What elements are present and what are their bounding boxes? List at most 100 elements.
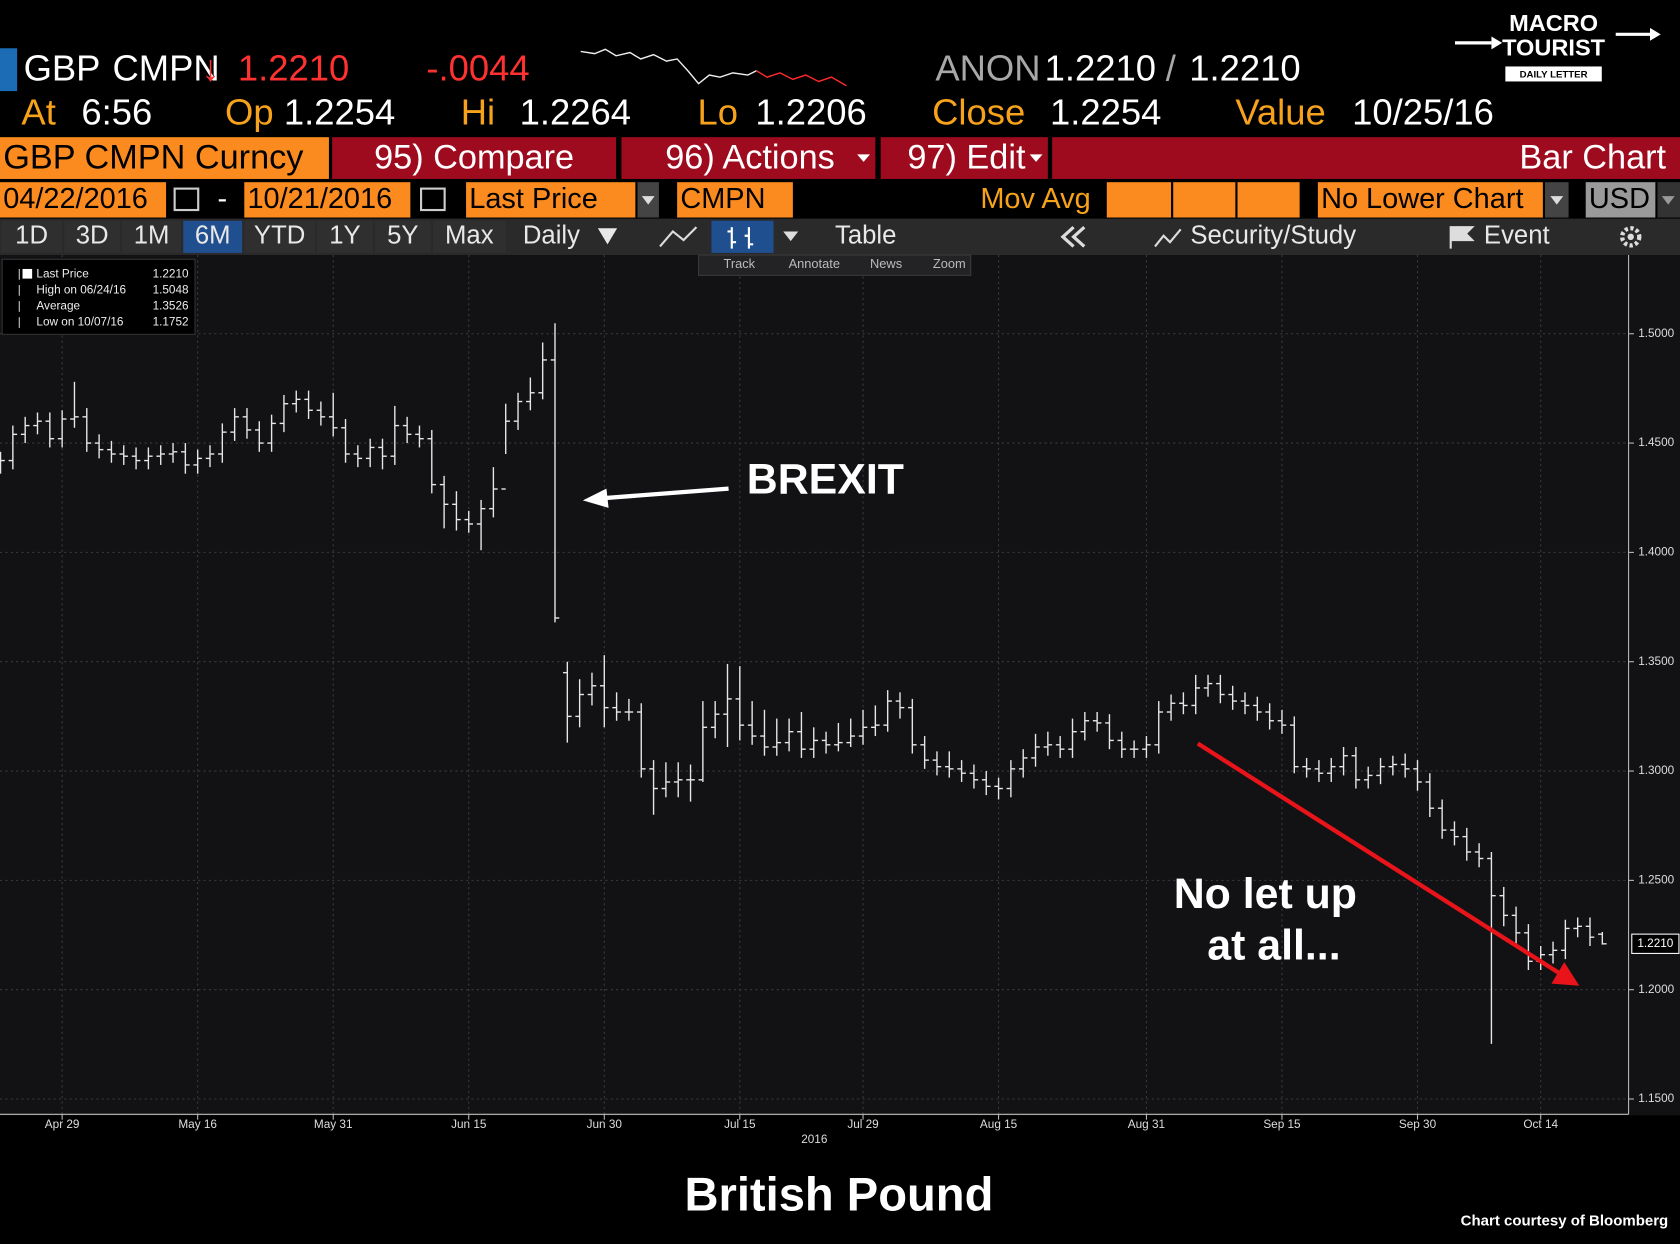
annotation-arrowhead — [582, 488, 609, 508]
study-param[interactable] — [1237, 182, 1300, 218]
settings-icon[interactable] — [1620, 226, 1642, 248]
legend-label: Last Price — [36, 267, 89, 280]
high-label: Hi — [461, 91, 495, 132]
direction: ↓ — [201, 47, 219, 88]
settings-icon-center — [1627, 233, 1634, 241]
toolbar-button[interactable] — [880, 137, 1048, 179]
chart-tool[interactable]: Track — [723, 256, 755, 271]
field-select[interactable] — [466, 182, 636, 218]
study-param[interactable] — [1173, 182, 1236, 218]
security: GBP CMPN Curncy — [3, 139, 304, 177]
security-field[interactable] — [0, 137, 329, 179]
calendar-icon[interactable] — [420, 187, 446, 212]
end-date-field[interactable] — [244, 182, 411, 218]
end-date: 10/21/2016 — [247, 183, 392, 215]
legend-label: Low on 10/07/16 — [36, 316, 123, 329]
event-icon — [1449, 226, 1475, 249]
x-tick-label: May 16 — [178, 1118, 217, 1131]
x-tick-label: Jul 29 — [847, 1118, 878, 1131]
dropdown-arrow — [1661, 196, 1675, 205]
net-change: -.0044 — [426, 47, 529, 88]
range-tab-label: YTD — [254, 222, 305, 250]
lower-chart-select[interactable] — [1317, 182, 1543, 218]
collapse-icon[interactable] — [1060, 225, 1086, 248]
periodicity[interactable]: Daily — [523, 222, 580, 250]
range-tab[interactable] — [432, 220, 506, 253]
axes: 1.1500 1.2000 1.2500 1.3000 1.3500 1.4000 1.45… — [0, 255, 1680, 1146]
logo-arrowhead — [1650, 27, 1661, 41]
time-label: At — [21, 91, 55, 132]
y-tick-label: 1.2000 — [1638, 983, 1674, 996]
toolbar-buttons: 95) Compare 96) Actions 97) Edit — [332, 137, 1048, 179]
range-tab[interactable] — [183, 220, 243, 253]
chart-type-bar — [1052, 137, 1680, 179]
start-date-field[interactable] — [0, 182, 167, 218]
dropdown-arrow — [783, 231, 799, 242]
x-tick-label: Aug 15 — [980, 1118, 1018, 1131]
study: Mov Avg — [980, 183, 1090, 215]
toolbar-button[interactable] — [332, 137, 617, 179]
annotation-arrow — [601, 486, 729, 501]
range-tab[interactable] — [122, 220, 182, 253]
bar-icon-button[interactable] — [711, 220, 774, 253]
last-price-tag — [1631, 933, 1680, 954]
security-marker — [0, 48, 18, 92]
close-label: Close — [932, 91, 1025, 132]
menu-arrow — [857, 154, 870, 162]
x-axis-label: 2016 — [801, 1133, 828, 1146]
chart-area — [0, 255, 1680, 1116]
logo-tagline: DAILY LETTER — [1520, 70, 1588, 81]
close: 1.2254 — [1050, 91, 1161, 132]
toolbar-button-label: 97) Edit — [907, 139, 1026, 177]
toolbar-button-label: 95) Compare — [374, 139, 574, 177]
dropdown-arrow — [1550, 196, 1564, 205]
range-tab[interactable] — [1, 220, 63, 253]
event[interactable]: Event — [1484, 222, 1550, 250]
range-tab[interactable] — [64, 220, 120, 253]
x-tick-label: May 31 — [314, 1118, 353, 1131]
legend-value: 1.3526 — [153, 300, 189, 313]
bid: 1.2210 — [1045, 47, 1156, 88]
time: 6:56 — [81, 91, 152, 132]
bid-ask-separator: / — [1166, 47, 1177, 88]
security-study[interactable]: Security/Study — [1190, 222, 1356, 250]
line-icon[interactable] — [659, 226, 698, 248]
chart-type: Bar Chart — [1519, 139, 1666, 177]
date-separator: - — [218, 183, 228, 215]
quote-source: ANON — [935, 47, 1040, 88]
table-tab[interactable]: Table — [835, 222, 896, 250]
legend-label: Average — [36, 300, 80, 313]
toolbar-button[interactable] — [621, 137, 876, 179]
range-tab-label: 1Y — [329, 222, 360, 250]
y-tick-label: 1.3500 — [1638, 655, 1674, 668]
open-label: Op — [225, 91, 274, 132]
range-tab-label: 6M — [195, 222, 231, 250]
legend-value: 1.5048 — [153, 284, 189, 297]
range-tab[interactable] — [244, 220, 315, 253]
lower-chart: No Lower Chart — [1321, 183, 1523, 215]
start-date: 04/22/2016 — [3, 183, 148, 215]
caption: British Pound — [684, 1167, 993, 1220]
ask: 1.2210 — [1189, 47, 1300, 88]
range-tab[interactable] — [375, 220, 431, 253]
range-tab-label: 5Y — [387, 222, 418, 250]
chart-tool[interactable]: Zoom — [933, 256, 966, 271]
trend-arrowhead — [1551, 962, 1580, 986]
range-tab-label: 1M — [134, 222, 170, 250]
range-tab[interactable] — [317, 220, 373, 253]
annotation: BREXIT — [747, 455, 904, 503]
chart-tool[interactable]: Annotate — [789, 256, 840, 271]
last-price-label: 1.2210 — [1637, 937, 1673, 950]
currency: USD — [1589, 183, 1650, 215]
logo-line1: MACRO — [1509, 10, 1598, 36]
calendar-icon[interactable] — [173, 187, 200, 212]
logo: MACRO TOURIST DAILY LETTER — [1455, 10, 1661, 82]
source-field[interactable] — [677, 182, 793, 218]
chart-tool[interactable]: News — [870, 256, 902, 271]
study-param[interactable] — [1106, 182, 1172, 218]
currency-field[interactable] — [1585, 182, 1656, 218]
trend-arrow — [1196, 741, 1561, 975]
